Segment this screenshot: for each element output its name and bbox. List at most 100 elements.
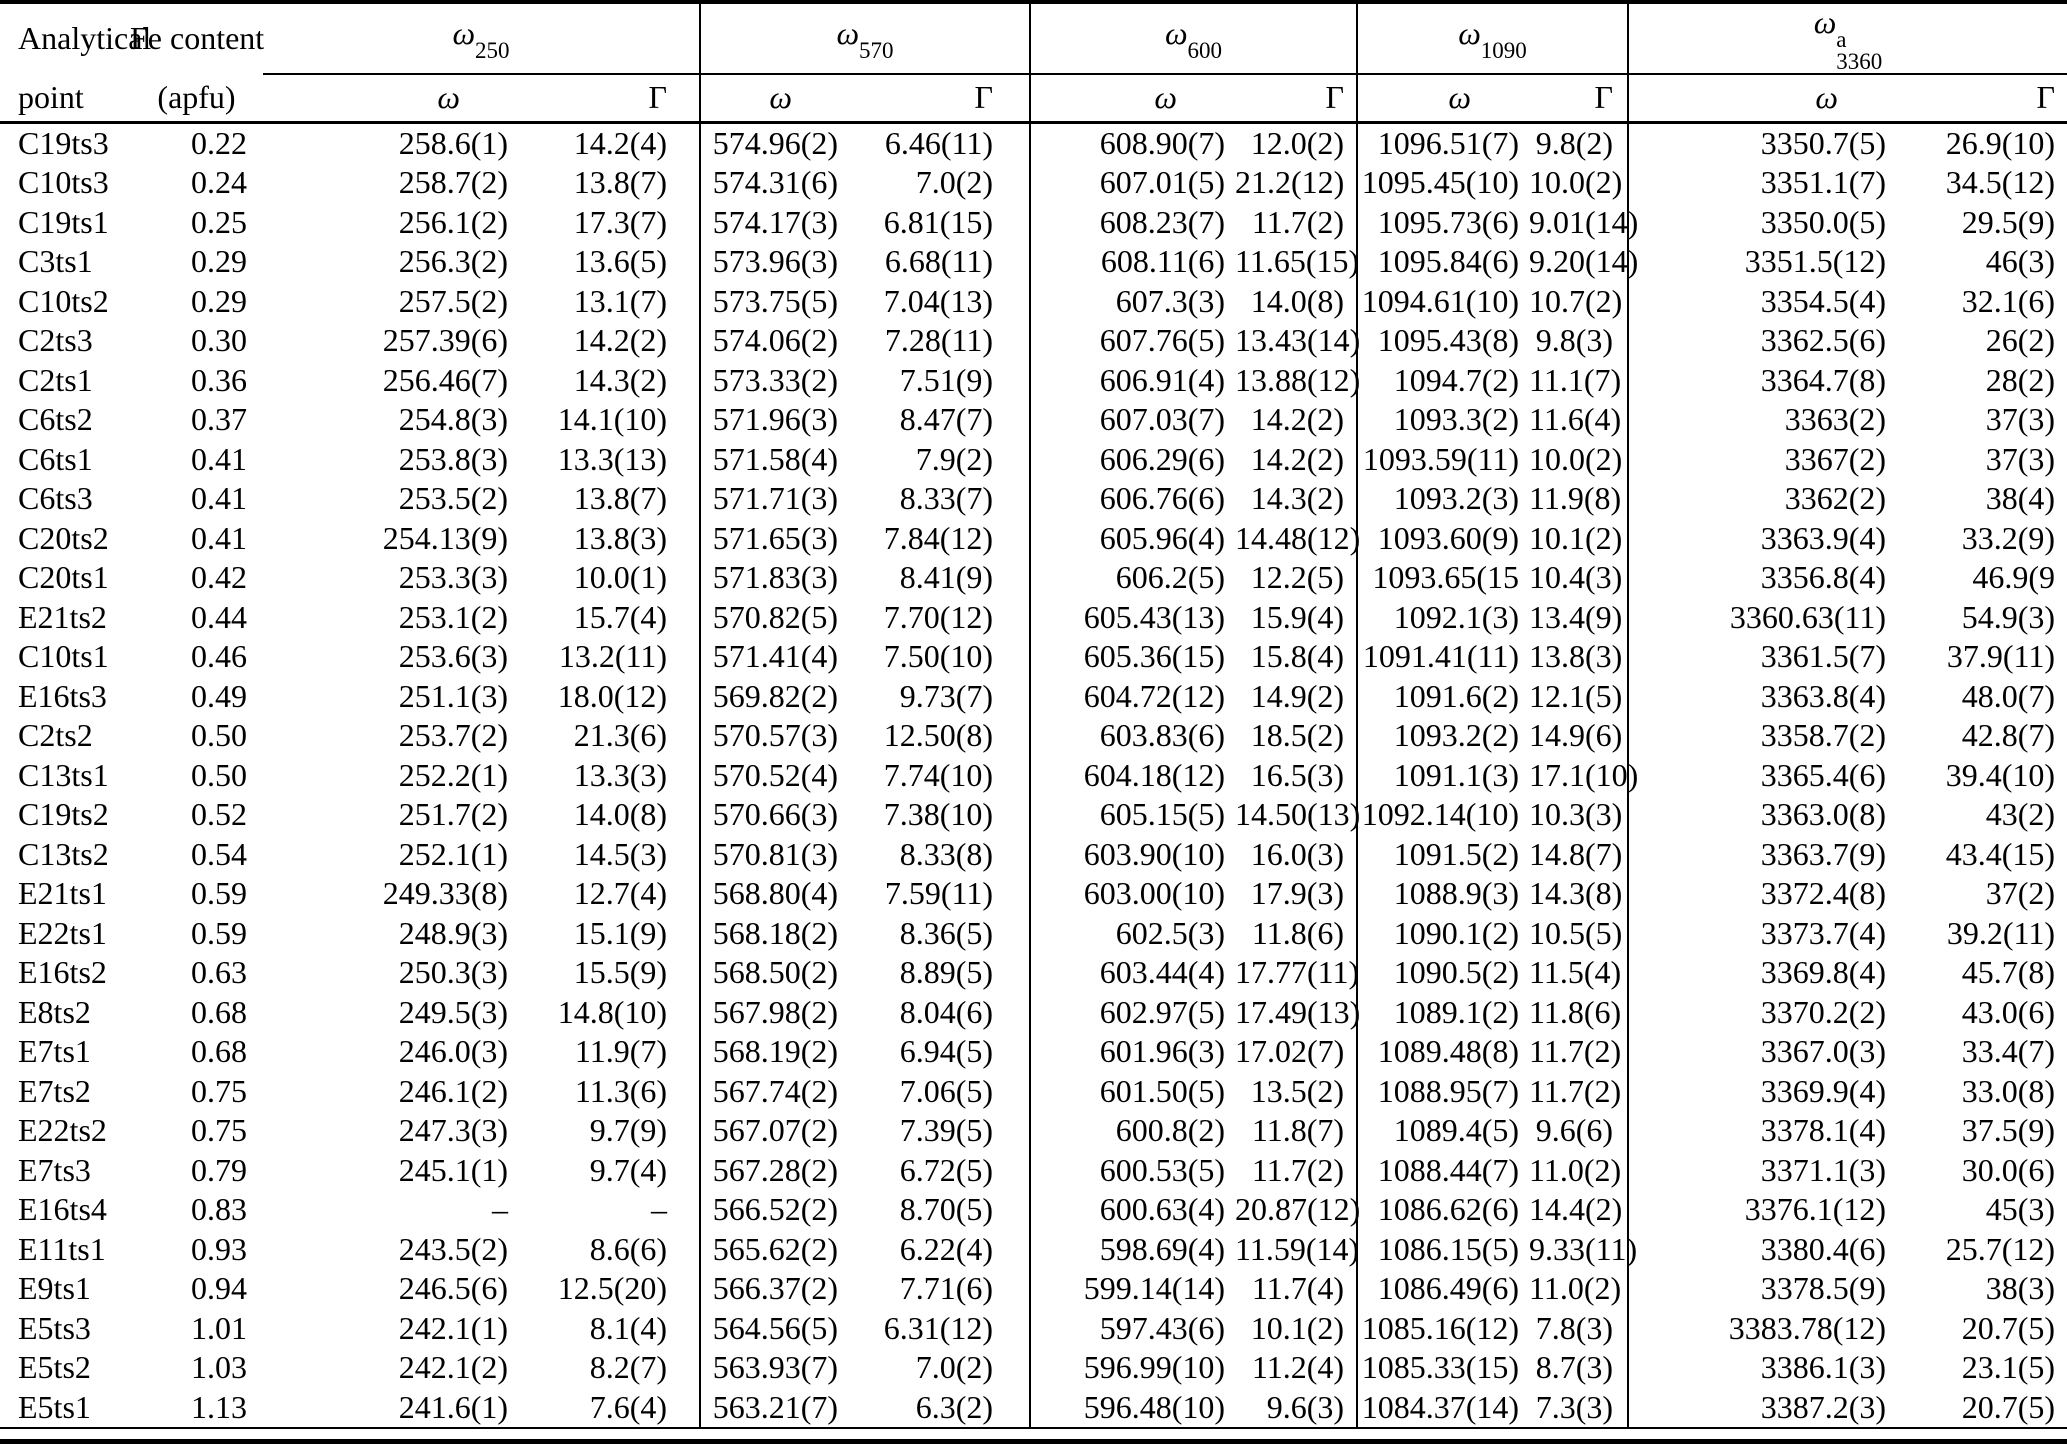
table-row: C2ts3 0.30 257.39(6) 14.2(2) 574.06(2) 7.28(1… xyxy=(0,321,2067,361)
analytical-point-cell: C2ts3 xyxy=(18,322,93,359)
table-row: C20ts1 0.42 253.3(3) 10.0(1) 571.83(3) 8.41(9… xyxy=(0,558,2067,598)
analytical-point-cell: E16ts2 xyxy=(18,954,107,991)
value-cell: 7.70(12) xyxy=(883,598,993,635)
value-cell: 10.7(2) xyxy=(1529,282,1623,319)
table-row: E8ts2 0.68 249.5(3) 14.8(10) 567.98(2) 8.04(6… xyxy=(0,992,2067,1033)
value-cell: 11.7(2) xyxy=(1529,1033,1622,1070)
table-row: E16ts3 0.49 251.1(3) 18.0(12) 569.82(2) 9.73(… xyxy=(0,676,2067,717)
group-header-w600: ω 600 xyxy=(1029,2,1357,75)
analytical-point-cell: C19ts3 xyxy=(18,124,109,161)
table-header: Analytical Fe content ω 250 ω 570 ω 600 ω 10… xyxy=(0,2,2067,124)
value-cell: 12.7(4) xyxy=(573,875,667,912)
value-cell: 0.93 xyxy=(191,1230,247,1267)
value-cell: 1093.3(2) xyxy=(1356,400,1529,440)
value-cell: 54.9(3) xyxy=(1961,598,2055,635)
value-cell: 1086.49(6) xyxy=(1356,1269,1529,1309)
value-cell: 608.23(7) xyxy=(1029,202,1235,243)
value-cell: 1092.14(10) xyxy=(1356,795,1529,835)
value-cell: 0.42 xyxy=(191,559,247,596)
value-cell: – xyxy=(651,1191,667,1228)
w3360-supsub: a 3360 xyxy=(1836,27,1883,74)
value-cell: 0.41 xyxy=(191,480,247,517)
value-cell: 14.4(2) xyxy=(1529,1191,1623,1228)
value-cell: 3365.4(6) xyxy=(1627,755,1896,796)
value-cell: 571.96(3) xyxy=(699,400,850,440)
value-cell: 0.37 xyxy=(191,401,247,438)
value-cell: 598.69(4) xyxy=(1029,1229,1235,1270)
table-row: E22ts1 0.59 248.9(3) 15.1(9) 568.18(2) 8.36(5… xyxy=(0,913,2067,954)
value-cell: 37(3) xyxy=(1985,440,2055,477)
analytical-point-cell: C6ts1 xyxy=(18,440,93,477)
analytical-point-cell: E5ts1 xyxy=(0,1387,130,1430)
value-cell: 256.1(2) xyxy=(398,203,508,240)
value-cell: 246.5(6) xyxy=(398,1270,508,1307)
value-cell: 0.49 xyxy=(191,677,247,714)
value-cell: 11.7(2) xyxy=(1529,1072,1622,1109)
value-cell: 258.7(2) xyxy=(398,164,508,201)
value-cell: 13.3(3) xyxy=(573,756,667,793)
value-cell: 43(2) xyxy=(1985,796,2055,833)
value-cell: 3376.1(12) xyxy=(1627,1190,1896,1230)
value-cell: 20.7(5) xyxy=(1961,1309,2055,1346)
subheader-gamma-3360: Γ xyxy=(1896,73,2067,124)
value-cell: 566.52(2) xyxy=(699,1190,850,1230)
value-cell: 7.71(6) xyxy=(899,1270,993,1307)
value-cell: 1084.37(14) xyxy=(1356,1387,1529,1430)
value-cell: 3354.5(4) xyxy=(1627,281,1896,322)
value-cell: 23.1(5) xyxy=(1961,1349,2055,1386)
value-cell: 0.50 xyxy=(191,756,247,793)
value-cell: 1089.48(8) xyxy=(1356,1032,1529,1072)
value-cell: 15.5(9) xyxy=(573,954,667,991)
value-cell: 3363.7(9) xyxy=(1627,834,1896,875)
value-cell: 29.5(9) xyxy=(1961,203,2055,240)
value-cell: 3356.8(4) xyxy=(1627,558,1896,598)
table-row: C20ts2 0.41 254.13(9) 13.8(3) 571.65(3) 7.84(… xyxy=(0,518,2067,559)
subheader-omega-600: ω xyxy=(1029,73,1235,124)
value-cell: 8.6(6) xyxy=(589,1230,667,1267)
value-cell: 1093.65(15 xyxy=(1356,558,1529,598)
value-cell: 7.28(11) xyxy=(884,322,993,359)
value-cell: 8.04(6) xyxy=(899,993,993,1030)
analytical-point-cell: C20ts1 xyxy=(18,559,109,596)
value-cell: 17.77(11) xyxy=(1235,954,1360,991)
analytical-point-cell: E22ts1 xyxy=(18,914,107,951)
value-cell: 1095.73(6) xyxy=(1356,202,1529,243)
value-cell: 599.14(14) xyxy=(1029,1269,1235,1309)
value-cell: 42.8(7) xyxy=(1961,717,2055,754)
value-cell: 608.11(6) xyxy=(1029,242,1235,282)
analytical-point-cell: C13ts2 xyxy=(18,835,109,872)
table-row: C10ts1 0.46 253.6(3) 13.2(11) 571.41(4) 7.50(… xyxy=(0,637,2067,677)
table-row: C13ts2 0.54 252.1(1) 14.5(3) 570.81(3) 8.33(8… xyxy=(0,834,2067,875)
value-cell: 604.72(12) xyxy=(1029,676,1235,717)
value-cell: 17.02(7) xyxy=(1235,1033,1345,1070)
value-cell: 17.3(7) xyxy=(573,203,667,240)
table-row: C3ts1 0.29 256.3(2) 13.6(5) 573.96(3) 6.68(11… xyxy=(0,242,2067,282)
value-cell: 39.4(10) xyxy=(1945,756,2055,793)
group-header-w1090: ω 1090 xyxy=(1356,2,1628,75)
value-cell: 11.0(2) xyxy=(1529,1270,1622,1307)
value-cell: 0.63 xyxy=(191,954,247,991)
value-cell: 45(3) xyxy=(1985,1191,2055,1228)
value-cell: 574.31(6) xyxy=(699,163,850,203)
analytical-point-cell: C2ts1 xyxy=(18,361,93,398)
value-cell: 8.41(9) xyxy=(899,559,993,596)
group-header-w570: ω 570 xyxy=(699,2,1030,75)
value-cell: 252.2(1) xyxy=(398,756,508,793)
value-cell: 242.1(2) xyxy=(398,1349,508,1386)
table-row: C6ts2 0.37 254.8(3) 14.1(10) 571.96(3) 8.47(7… xyxy=(0,400,2067,440)
value-cell: 7.8(3) xyxy=(1535,1309,1613,1346)
value-cell: 45.7(8) xyxy=(1961,954,2055,991)
value-cell: 606.91(4) xyxy=(1029,360,1235,401)
table-row: E21ts1 0.59 249.33(8) 12.7(4) 568.80(4) 7.59(… xyxy=(0,874,2067,914)
value-cell: 570.66(3) xyxy=(699,795,850,835)
value-cell: – xyxy=(492,1191,508,1228)
value-cell: 7.0(2) xyxy=(915,164,993,201)
value-cell: 567.98(2) xyxy=(699,992,850,1033)
value-cell: 15.1(9) xyxy=(573,914,667,951)
value-cell: 3369.8(4) xyxy=(1627,953,1896,993)
analytical-point-cell: E8ts2 xyxy=(18,993,91,1030)
value-cell: 1096.51(7) xyxy=(1356,122,1529,164)
value-cell: 33.0(8) xyxy=(1961,1072,2055,1109)
value-cell: 563.21(7) xyxy=(699,1387,850,1430)
